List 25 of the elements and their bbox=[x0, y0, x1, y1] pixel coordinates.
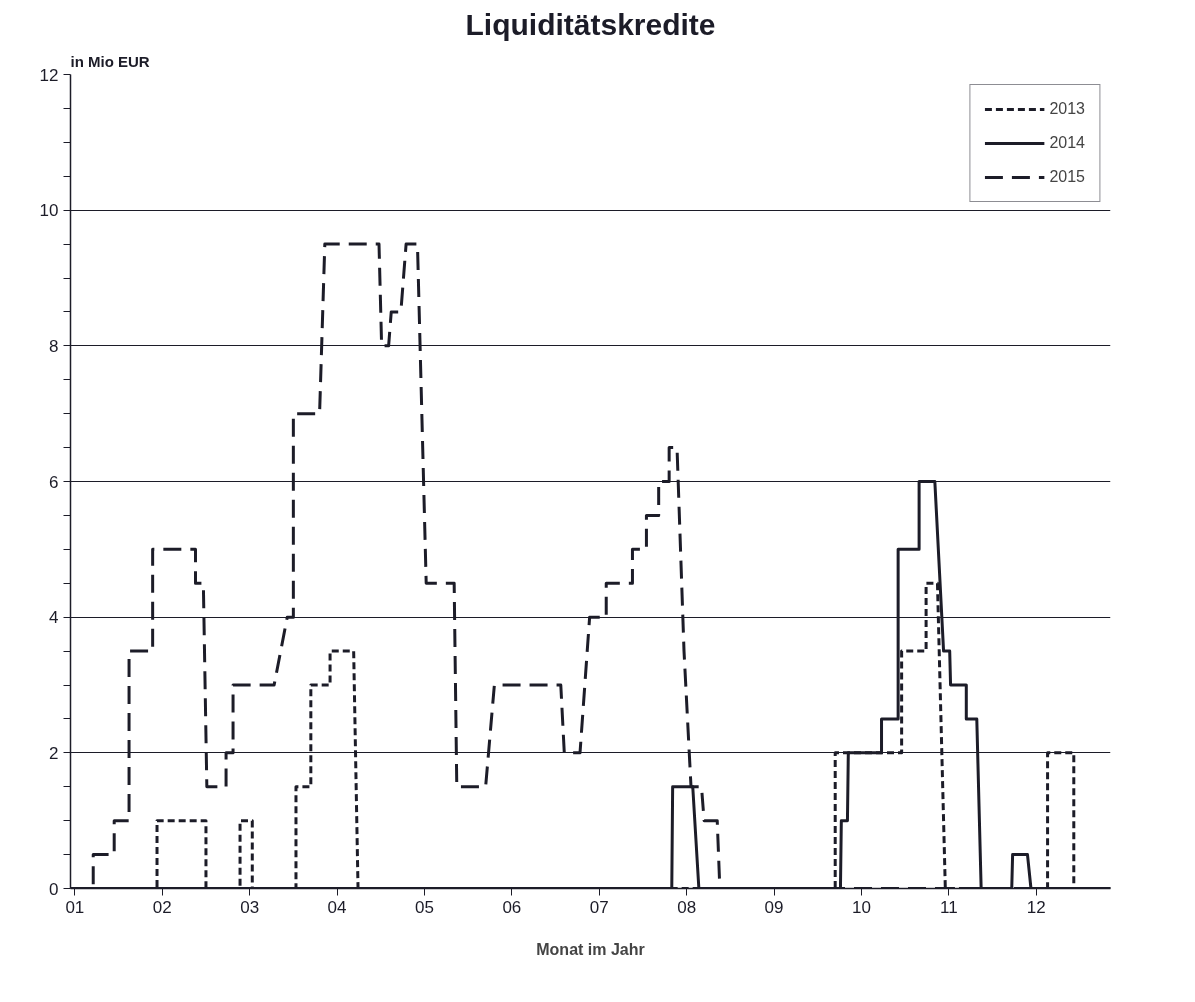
chart-title: Liquiditätskredite bbox=[465, 7, 716, 41]
y-axis-title: in Mio EUR bbox=[70, 52, 150, 70]
y-tick-label: 2 bbox=[49, 743, 59, 763]
x-axis-title: Monat im Jahr bbox=[536, 940, 645, 958]
x-tick-label: 06 bbox=[502, 897, 522, 917]
x-tick-label: 03 bbox=[240, 897, 260, 917]
x-tick-label: 07 bbox=[589, 897, 609, 917]
y-tick-label: 6 bbox=[49, 472, 59, 492]
x-tick-label: 02 bbox=[152, 897, 172, 917]
legend-label: 2014 bbox=[1049, 134, 1085, 152]
x-tick-label: 09 bbox=[764, 897, 784, 917]
y-tick-label: 4 bbox=[49, 608, 59, 628]
x-tick-label: 04 bbox=[327, 897, 347, 917]
y-tick-label: 12 bbox=[39, 65, 59, 85]
y-tick-label: 8 bbox=[49, 336, 59, 356]
y-tick-label: 10 bbox=[39, 201, 59, 221]
legend-label: 2015 bbox=[1049, 168, 1085, 186]
x-tick-label: 11 bbox=[940, 897, 958, 917]
x-tick-label: 01 bbox=[65, 897, 85, 917]
y-tick-label: 0 bbox=[49, 879, 59, 899]
x-tick-label: 10 bbox=[851, 897, 871, 917]
x-tick-label: 08 bbox=[677, 897, 697, 917]
x-tick-label: 05 bbox=[414, 897, 434, 917]
x-tick-label: 12 bbox=[1026, 897, 1046, 917]
legend-label: 2013 bbox=[1049, 100, 1085, 118]
